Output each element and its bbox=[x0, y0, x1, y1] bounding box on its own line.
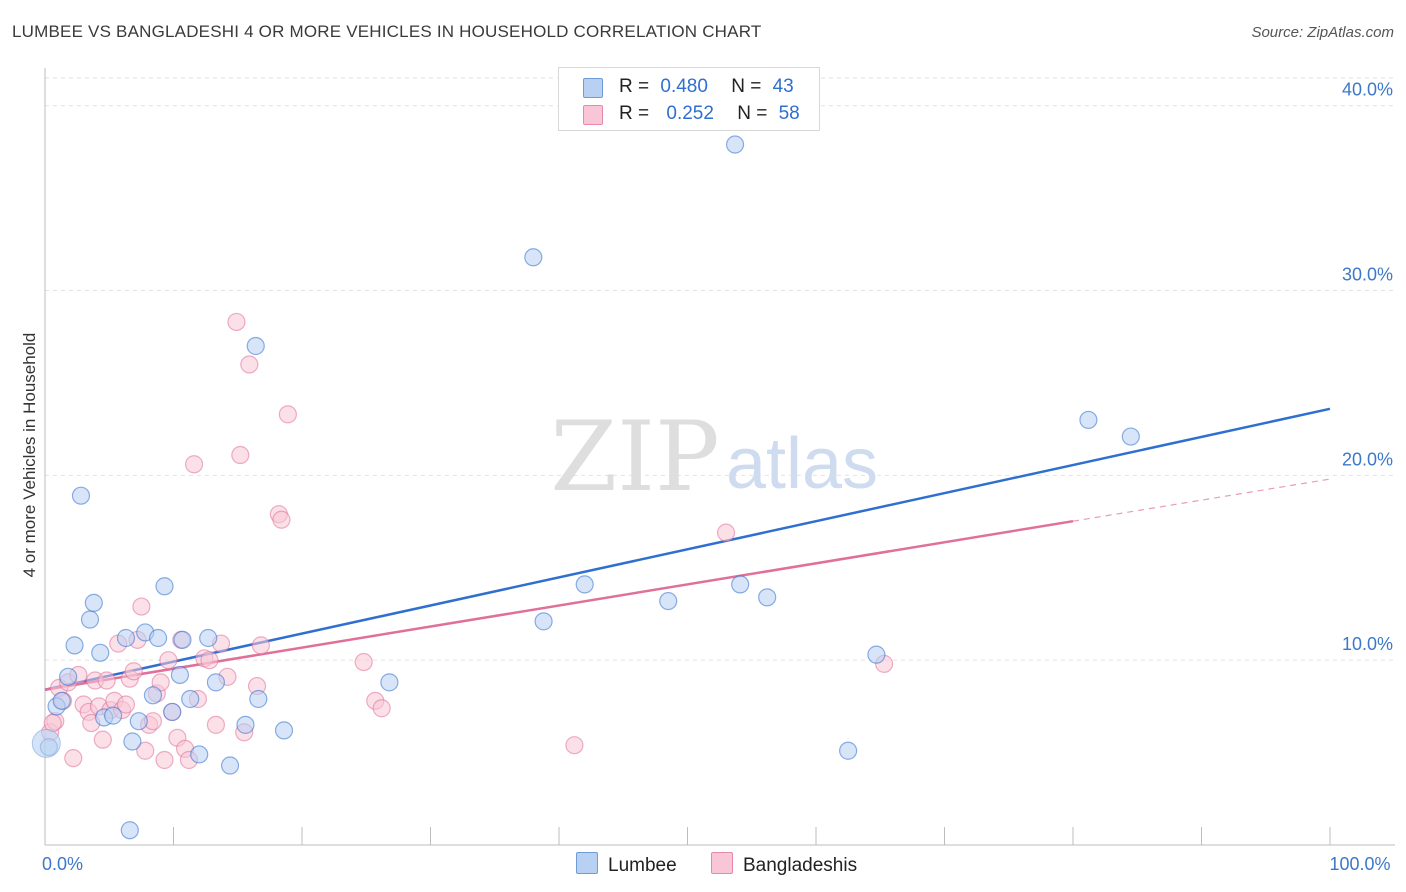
watermark-atlas: atlas bbox=[726, 424, 878, 504]
lumbee-point bbox=[65, 636, 84, 655]
lumbee-point bbox=[867, 645, 886, 664]
legend-item-lumbee[interactable]: Lumbee bbox=[576, 852, 677, 877]
lumbee-point bbox=[839, 741, 858, 760]
bangladeshis-point bbox=[565, 736, 584, 755]
bangladeshis-point bbox=[240, 355, 259, 374]
lumbee-point bbox=[143, 686, 163, 705]
lumbee-point bbox=[524, 248, 543, 267]
lumbee-point bbox=[206, 673, 226, 692]
lumbee-point bbox=[246, 336, 265, 356]
legend-row-bangladeshis: R = 0.252 N = 58 bbox=[583, 103, 800, 125]
lumbee-point bbox=[758, 588, 777, 607]
bangladeshis-point bbox=[227, 312, 246, 332]
lumbee-point bbox=[116, 628, 136, 648]
tick-labels: 10.0% 20.0% 30.0% 40.0% 0.0% 100.0% bbox=[42, 80, 1393, 874]
correlation-legend: R = 0.480 N = 43 R = 0.252 N = 58 bbox=[558, 67, 820, 131]
bangladeshis-point bbox=[184, 455, 204, 474]
x-tick-label: 100.0% bbox=[1329, 854, 1390, 874]
lumbee-point bbox=[120, 821, 139, 840]
n-label: N = bbox=[731, 76, 762, 97]
lumbee-point bbox=[31, 728, 61, 758]
bangladeshis-trend-line-extension bbox=[1072, 478, 1331, 522]
lumbee-point bbox=[170, 665, 190, 685]
lumbee-point bbox=[236, 715, 255, 734]
bangladeshis-swatch bbox=[583, 105, 603, 125]
lumbee-point bbox=[52, 691, 71, 710]
lumbee-point bbox=[173, 630, 192, 649]
data-points bbox=[31, 135, 1140, 840]
lumbee-point bbox=[181, 689, 200, 709]
bangladeshis-point bbox=[272, 510, 291, 529]
y-tick-label: 30.0% bbox=[1342, 265, 1393, 285]
lumbee-point bbox=[123, 732, 142, 751]
watermark: ZIP atlas bbox=[550, 401, 878, 513]
chart-title: LUMBEE VS BANGLADESHI 4 OR MORE VEHICLES… bbox=[12, 22, 762, 41]
lumbee-point bbox=[1079, 410, 1098, 430]
lumbee-point bbox=[1121, 427, 1140, 446]
lumbee-point bbox=[220, 756, 240, 775]
lumbee-point bbox=[380, 673, 399, 692]
r-value-bangladeshis: 0.252 bbox=[666, 103, 714, 124]
lumbee-point bbox=[731, 575, 750, 594]
lumbee-point bbox=[725, 135, 745, 154]
x-tick-label: 0.0% bbox=[42, 854, 83, 874]
bangladeshis-point bbox=[124, 662, 143, 681]
lumbee-legend-swatch bbox=[576, 852, 598, 874]
bangladeshis-point bbox=[159, 651, 178, 670]
bangladeshis-point bbox=[93, 730, 112, 749]
bangladeshis-point bbox=[200, 651, 219, 670]
source-label: Source: ZipAtlas.com bbox=[1251, 24, 1394, 41]
lumbee-point bbox=[104, 706, 123, 725]
r-label: R = bbox=[619, 103, 650, 124]
y-tick-label: 40.0% bbox=[1342, 80, 1393, 100]
lumbee-point bbox=[129, 712, 148, 731]
legend-row-lumbee: R = 0.480 N = 43 bbox=[583, 76, 794, 98]
bangladeshis-point bbox=[354, 652, 373, 672]
lumbee-point bbox=[534, 612, 553, 631]
bangladeshis-point bbox=[64, 749, 83, 768]
r-label: R = bbox=[619, 76, 650, 97]
bangladeshis-point bbox=[716, 523, 736, 542]
lumbee-swatch bbox=[583, 78, 603, 98]
n-value-bangladeshis: 58 bbox=[778, 103, 800, 124]
lumbee-point bbox=[659, 591, 678, 611]
bangladeshis-point bbox=[97, 671, 116, 690]
bangladeshis-legend-swatch bbox=[711, 852, 733, 874]
bangladeshis-point bbox=[132, 597, 151, 616]
lumbee-point bbox=[190, 745, 209, 764]
r-value-lumbee: 0.480 bbox=[660, 76, 708, 97]
bangladeshis-point bbox=[231, 445, 250, 465]
lumbee-point bbox=[249, 689, 268, 709]
bangladeshis-point bbox=[116, 695, 136, 714]
lumbee-point bbox=[199, 628, 218, 648]
lumbee-point bbox=[71, 486, 91, 505]
y-tick-label: 20.0% bbox=[1342, 449, 1393, 469]
n-label: N = bbox=[737, 103, 768, 124]
lumbee-point bbox=[59, 667, 78, 686]
lumbee-point bbox=[80, 610, 100, 629]
lumbee-legend-label: Lumbee bbox=[608, 855, 677, 876]
bangladeshis-point bbox=[251, 636, 270, 655]
lumbee-point bbox=[91, 643, 110, 662]
n-value-lumbee: 43 bbox=[772, 76, 794, 97]
bangladeshis-point bbox=[278, 405, 297, 424]
lumbee-point bbox=[163, 702, 182, 722]
watermark-zip: ZIP bbox=[550, 401, 719, 513]
lumbee-point bbox=[575, 575, 594, 594]
bangladeshis-point bbox=[372, 699, 391, 718]
lumbee-point bbox=[155, 577, 174, 596]
axes bbox=[44, 68, 1395, 846]
bangladeshis-point bbox=[155, 750, 174, 770]
y-tick-label: 10.0% bbox=[1342, 634, 1393, 654]
bangladeshis-point bbox=[136, 741, 155, 760]
lumbee-point bbox=[84, 593, 103, 612]
bangladeshis-point bbox=[206, 715, 226, 734]
legend-item-bangladeshis[interactable]: Bangladeshis bbox=[711, 852, 857, 877]
lumbee-point bbox=[148, 628, 168, 648]
lumbee-point bbox=[274, 721, 294, 740]
bangladeshis-legend-label: Bangladeshis bbox=[743, 855, 858, 876]
